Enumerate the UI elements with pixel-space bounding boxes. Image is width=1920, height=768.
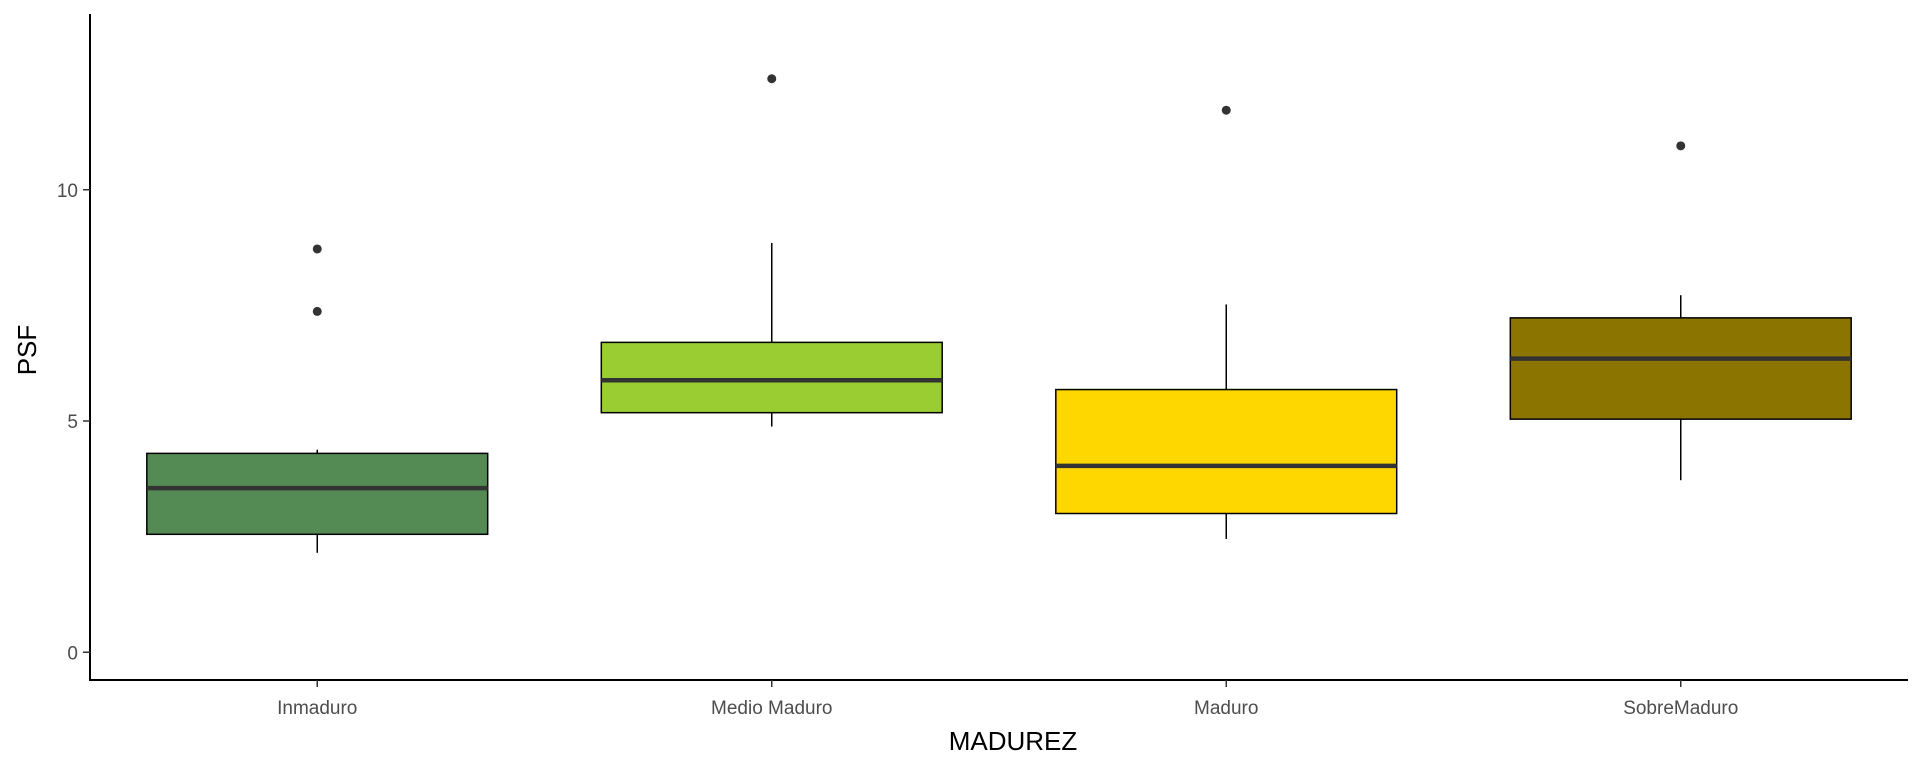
y-axis-title: PSF	[12, 325, 42, 376]
iqr-box	[146, 452, 489, 536]
outlier-point	[1676, 141, 1686, 151]
box-group	[1055, 105, 1398, 539]
outlier-point	[312, 306, 322, 316]
outlier-point	[1221, 105, 1231, 115]
iqr-box	[600, 341, 943, 414]
y-tick-label: 5	[67, 412, 78, 433]
y-tick-label: 0	[67, 643, 78, 664]
box-group	[600, 74, 943, 427]
plot-marks	[146, 74, 1852, 553]
iqr-box	[1509, 317, 1852, 420]
x-axis-title: MADUREZ	[949, 726, 1078, 756]
y-tick-label: 10	[57, 181, 78, 202]
y-axis-ticks: 0 5 10	[57, 181, 90, 664]
outlier-point	[767, 74, 777, 84]
box-group	[1509, 141, 1852, 481]
x-tick-label: Maduro	[1194, 698, 1258, 719]
iqr-box	[1055, 388, 1398, 515]
x-tick-label: SobreMaduro	[1623, 698, 1738, 719]
outlier-point	[312, 244, 322, 254]
box-group	[146, 244, 489, 553]
x-tick-label: Inmaduro	[277, 698, 357, 719]
x-axis-ticks: Inmaduro Medio Maduro Maduro SobreMaduro	[277, 680, 1738, 719]
x-tick-label: Medio Maduro	[711, 698, 832, 719]
